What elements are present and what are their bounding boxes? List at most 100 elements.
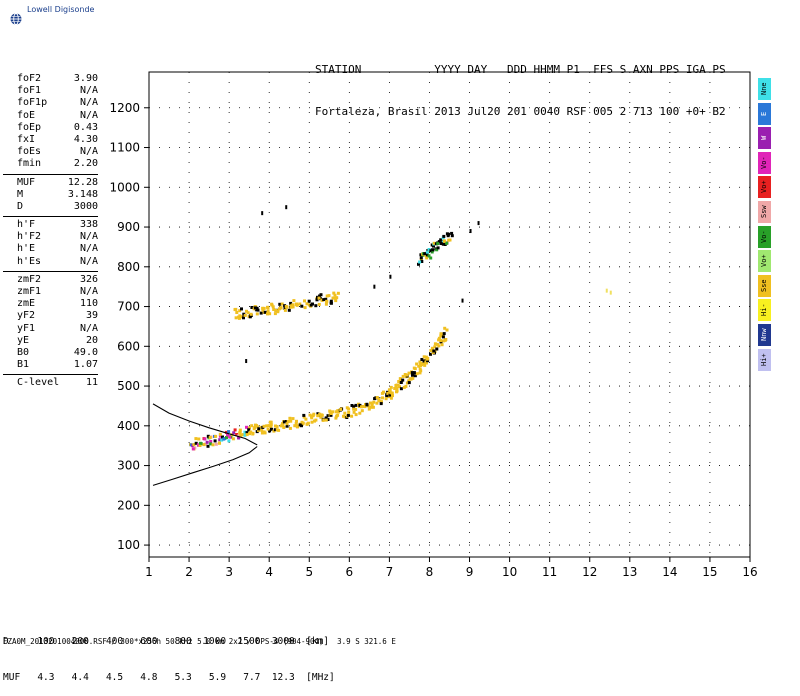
legend-label: E: [760, 111, 768, 116]
echo-point: [198, 444, 202, 447]
echo-point: [432, 349, 436, 353]
echo-point: [324, 297, 328, 301]
param-value: N/A: [79, 243, 98, 255]
echo-point: [385, 394, 389, 398]
echo-point: [248, 432, 251, 436]
echo-point: [319, 293, 323, 297]
echo-point: [411, 376, 415, 380]
echo-point: [285, 305, 289, 309]
param-value: 11: [85, 377, 98, 389]
echo-point: [443, 326, 447, 330]
echo-point: [218, 438, 222, 442]
echo-point: [393, 387, 397, 390]
param-label: fmin: [17, 158, 42, 170]
echo-point: [415, 362, 419, 366]
echo-point: [342, 414, 345, 418]
y-tick-label: 500: [117, 379, 140, 393]
legend-label: Ssw: [760, 205, 768, 219]
echo-point: [417, 262, 420, 266]
echo-point: [352, 410, 356, 414]
echo-point: [429, 249, 433, 253]
legend-swatch: Hi-: [758, 299, 771, 322]
echo-point: [268, 429, 272, 433]
legend-swatch: W: [758, 127, 771, 150]
param-value: 3000: [73, 200, 98, 212]
echo-point: [257, 427, 261, 431]
echo-point: [272, 308, 276, 311]
echo-point: [273, 312, 277, 316]
param-value: 326: [79, 273, 98, 285]
param-value: 20: [85, 334, 98, 346]
echo-point: [427, 248, 431, 251]
echo-point: [324, 416, 328, 420]
echo-point: [336, 409, 340, 413]
x-tick-label: 3: [225, 565, 233, 579]
echo-point: [269, 425, 273, 428]
param-label: foF2: [17, 73, 42, 84]
param-separator: [3, 173, 98, 175]
echo-point: [389, 396, 393, 400]
echo-point: [395, 387, 399, 390]
echo-point: [205, 440, 209, 444]
echo-point: [255, 306, 259, 310]
echo-point: [303, 306, 307, 310]
echo-point: [448, 238, 452, 242]
echo-point: [260, 431, 264, 435]
echo-point: [192, 443, 196, 447]
echo-point: [296, 425, 299, 429]
echo-point: [234, 316, 238, 320]
echo-point: [314, 304, 318, 308]
echo-point: [375, 401, 379, 405]
echo-point: [235, 433, 239, 436]
param-value: N/A: [79, 322, 98, 334]
x-tick-label: 9: [466, 565, 474, 579]
param-label: foF1: [17, 85, 42, 97]
echo-point: [398, 377, 402, 381]
x-tick-label: 13: [622, 565, 637, 579]
echo-point: [226, 433, 229, 437]
echo-point: [280, 423, 284, 427]
echo-point: [363, 405, 367, 409]
echo-point: [426, 356, 430, 360]
echo-point: [266, 309, 270, 313]
echo-point: [336, 291, 340, 295]
echo-point: [402, 385, 406, 389]
echo-point: [268, 312, 272, 316]
echo-point: [241, 433, 245, 437]
param-row: foF1p N/A: [3, 97, 98, 109]
echo-point: [442, 332, 446, 336]
x-tick-label: 2: [185, 565, 193, 579]
echo-point: [300, 424, 303, 428]
y-tick-label: 1100: [109, 141, 140, 155]
param-row: foE N/A: [3, 110, 98, 122]
echo-point: [218, 432, 222, 436]
echo-point: [391, 394, 394, 398]
echo-point: [329, 301, 333, 305]
echo-point: [426, 250, 429, 254]
echo-point: [437, 338, 441, 342]
echo-point: [433, 345, 437, 349]
echo-point: [370, 402, 374, 406]
echo-point: [316, 412, 320, 416]
echo-point: [255, 312, 259, 316]
globe-icon: [10, 13, 22, 25]
echo-point: [285, 420, 288, 423]
echo-point: [605, 288, 608, 293]
echo-point: [437, 240, 441, 244]
param-row: D 3000: [3, 201, 98, 213]
echo-point: [261, 308, 265, 312]
echo-point: [214, 442, 218, 446]
echo-point: [334, 299, 338, 303]
echo-point: [245, 433, 249, 437]
echo-point: [288, 416, 292, 420]
echo-point: [270, 427, 273, 431]
param-row: h'E N/A: [3, 243, 98, 255]
param-value: 338: [79, 219, 98, 231]
echo-point: [267, 424, 271, 428]
echo-point: [387, 395, 391, 399]
echo-point: [418, 260, 422, 264]
echo-point: [477, 221, 480, 226]
param-label: C-level: [17, 377, 60, 389]
echo-point: [445, 328, 449, 332]
y-tick-label: 400: [117, 419, 140, 433]
